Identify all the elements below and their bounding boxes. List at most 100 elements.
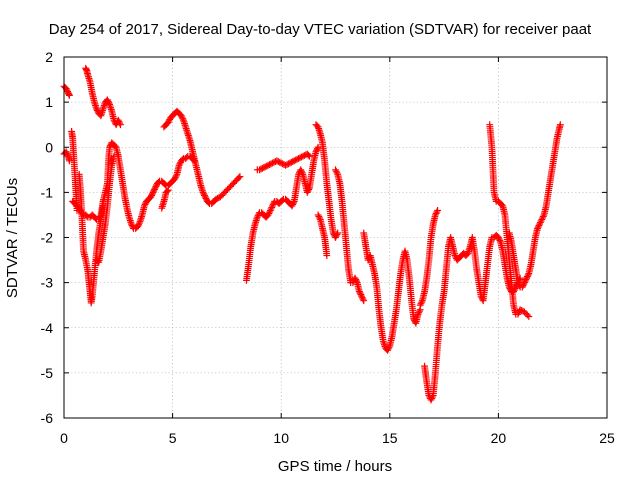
data-point (254, 212, 262, 220)
data-point (114, 116, 122, 124)
data-point (264, 161, 272, 169)
data-point (164, 186, 172, 194)
data-point (236, 173, 244, 180)
data-point (514, 279, 522, 287)
data-point (306, 152, 313, 160)
data-point (253, 213, 261, 221)
y-tick-label: 0 (45, 139, 53, 155)
data-point (266, 161, 274, 168)
data-point (298, 169, 306, 177)
data-point (290, 157, 298, 165)
data-point (521, 308, 528, 316)
y-tick-label: -2 (41, 230, 54, 246)
data-point (235, 174, 243, 182)
data-point (359, 295, 367, 303)
data-point (296, 154, 304, 162)
data-point (360, 297, 368, 305)
data-point (270, 158, 278, 166)
data-point (495, 235, 503, 243)
data-point (289, 158, 297, 165)
data-point (110, 152, 118, 160)
data-point (538, 216, 546, 223)
data-point (534, 223, 542, 231)
data-point (172, 172, 180, 180)
data-point (264, 211, 272, 219)
data-point (127, 220, 135, 228)
series-arc14 (332, 166, 368, 305)
series-arc15 (360, 229, 424, 354)
data-point (222, 187, 230, 195)
data-point (171, 175, 179, 183)
data-point (304, 187, 312, 195)
data-point (150, 187, 158, 195)
series-arc4 (69, 139, 198, 232)
data-point (433, 208, 441, 216)
y-tick-label: 1 (45, 94, 53, 110)
chart-title: Day 254 of 2017, Sidereal Day-to-day VTE… (49, 21, 592, 38)
x-axis-title: GPS time / hours (278, 458, 392, 475)
data-point (214, 194, 221, 202)
data-point (257, 165, 265, 173)
data-point (536, 220, 544, 228)
data-point (225, 184, 233, 192)
data-point (212, 195, 220, 203)
series-arc3 (68, 128, 81, 214)
data-point (415, 309, 423, 317)
data-point (230, 179, 237, 187)
data-point (516, 306, 524, 314)
data-point (134, 222, 142, 230)
data-point (201, 191, 208, 199)
series-arc19 (505, 121, 564, 291)
data-point (312, 148, 320, 156)
data-point (266, 208, 274, 216)
data-point (535, 222, 543, 229)
y-tick-label: -1 (41, 184, 54, 200)
data-point (536, 219, 544, 226)
data-point (525, 313, 533, 320)
data-point (417, 300, 425, 308)
data-point (218, 191, 226, 199)
data-point (105, 99, 113, 107)
data-point (149, 188, 157, 196)
data-point (358, 292, 365, 300)
data-point (224, 185, 232, 193)
data-point (117, 121, 124, 129)
y-tick-label: -3 (41, 275, 54, 291)
data-point (104, 96, 111, 104)
data-point (496, 237, 504, 244)
data-point (148, 191, 156, 199)
data-point (357, 291, 365, 299)
y-tick-label: 2 (45, 49, 53, 65)
data-point (298, 167, 305, 175)
data-point (151, 184, 159, 192)
data-point (263, 162, 271, 170)
data-point (115, 118, 123, 126)
data-point (219, 190, 227, 198)
data-point (416, 307, 423, 315)
data-point (539, 214, 546, 222)
data-point (384, 346, 392, 354)
data-point (178, 113, 186, 121)
data-point (289, 201, 297, 208)
data-point (116, 119, 124, 127)
data-point (539, 213, 547, 220)
data-point (427, 396, 435, 404)
data-point (286, 159, 294, 167)
data-point (282, 161, 289, 169)
data-point (135, 219, 143, 227)
x-tick-label: 5 (169, 430, 177, 446)
data-point (269, 201, 277, 208)
data-point (292, 156, 300, 164)
x-tick-label: 25 (599, 430, 615, 446)
data-point (352, 276, 360, 284)
data-point (316, 214, 323, 222)
data-point (385, 343, 393, 351)
data-point (269, 202, 276, 210)
data-point (523, 311, 531, 319)
data-marks (60, 64, 564, 404)
series-arc18 (486, 121, 533, 320)
data-point (332, 166, 339, 174)
data-point (111, 142, 119, 150)
series-arc8 (158, 186, 172, 212)
data-point (356, 289, 364, 297)
